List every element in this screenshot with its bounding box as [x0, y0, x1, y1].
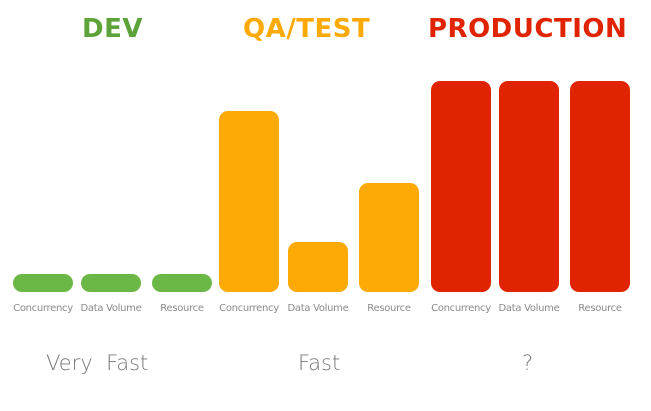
- speed-qa: Fast: [298, 351, 341, 375]
- label-prod-data-volume: Data Volume: [498, 303, 560, 314]
- bar-prod-data-volume: [499, 81, 559, 292]
- bar-qa-resource: [359, 183, 419, 292]
- bar-prod-resource: [570, 81, 630, 292]
- speed-dev: Very Fast: [46, 351, 149, 375]
- label-dev-concurrency: Concurrency: [13, 303, 73, 314]
- label-prod-concurrency: Concurrency: [431, 303, 491, 314]
- bar-qa-concurrency: [219, 111, 279, 292]
- label-prod-resource: Resource: [578, 303, 622, 314]
- bar-dev-data-volume: [81, 274, 141, 292]
- bar-dev-concurrency: [13, 274, 73, 292]
- heading-production: PRODUCTION: [428, 14, 628, 44]
- label-dev-data-volume: Data Volume: [80, 303, 142, 314]
- speed-prod: ?: [522, 351, 534, 375]
- heading-qa: QA/TEST: [243, 14, 371, 44]
- label-qa-concurrency: Concurrency: [219, 303, 279, 314]
- label-qa-data-volume: Data Volume: [287, 303, 349, 314]
- label-qa-resource: Resource: [367, 303, 411, 314]
- bar-prod-concurrency: [431, 81, 491, 292]
- bar-dev-resource: [152, 274, 212, 292]
- label-dev-resource: Resource: [160, 303, 204, 314]
- bar-qa-data-volume: [288, 242, 348, 292]
- heading-dev: DEV: [82, 14, 143, 44]
